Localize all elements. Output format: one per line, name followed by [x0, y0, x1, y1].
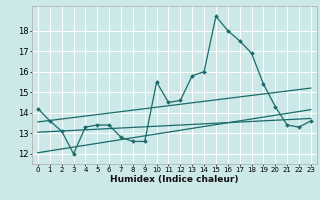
- X-axis label: Humidex (Indice chaleur): Humidex (Indice chaleur): [110, 175, 239, 184]
